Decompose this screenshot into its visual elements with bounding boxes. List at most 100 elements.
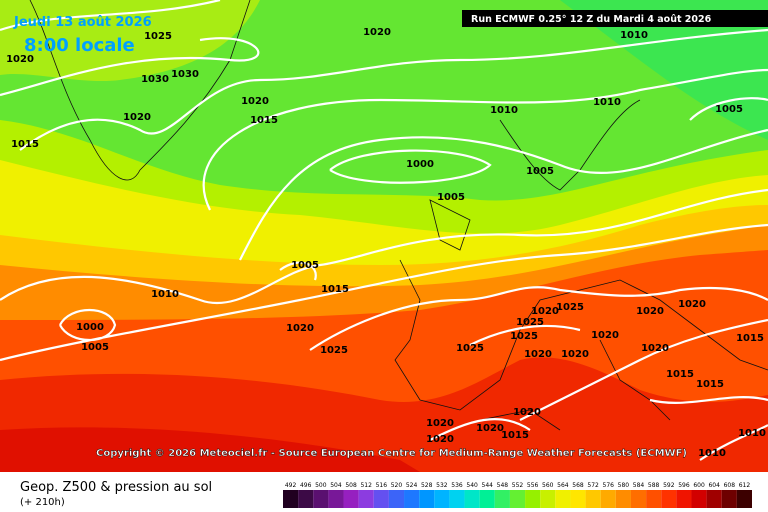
footer-lead: (+ 210h) xyxy=(20,497,65,508)
scale-cell xyxy=(706,490,722,508)
isobar-label: 1020 xyxy=(678,299,706,310)
isobar-label: 1020 xyxy=(561,349,589,360)
scale-label: 604 xyxy=(708,482,720,489)
scale-label: 580 xyxy=(618,482,630,489)
scale-cell xyxy=(373,490,389,508)
scale-cell xyxy=(509,490,526,508)
scale-cell xyxy=(358,490,374,508)
isobar-label: 1005 xyxy=(526,166,554,177)
scale-cell xyxy=(328,490,344,508)
scale-label: 564 xyxy=(557,482,569,489)
scale-label: 520 xyxy=(391,482,403,489)
isobar-label: 1015 xyxy=(666,369,694,380)
isobar-label: 1020 xyxy=(286,323,314,334)
isobar-label: 1025 xyxy=(320,345,348,356)
scale-label: 504 xyxy=(330,482,342,489)
forecast-time: 8:00 locale xyxy=(24,35,135,56)
isobar-label: 1010 xyxy=(151,289,179,300)
isobar-label: 1020 xyxy=(241,96,269,107)
scale-cell xyxy=(449,490,465,508)
field xyxy=(0,0,260,82)
scale-cell xyxy=(525,490,541,508)
scale-label: 608 xyxy=(724,482,736,489)
isobar-label: 1005 xyxy=(715,104,743,115)
isobar-label: 1000 xyxy=(406,159,434,170)
isobar-label: 1010 xyxy=(698,448,726,459)
isobar-label: 1025 xyxy=(516,317,544,328)
scale-label: 544 xyxy=(482,482,494,489)
isobar-label: 1005 xyxy=(81,342,109,353)
scale-cell xyxy=(570,490,586,508)
scale-label: 600 xyxy=(693,482,705,489)
isobar-label: 1010 xyxy=(490,105,518,116)
isobar-label: 1020 xyxy=(641,343,669,354)
run-box xyxy=(462,10,768,27)
scale-label: 528 xyxy=(421,482,433,489)
forecast-date: Jeudi 13 août 2026 xyxy=(13,15,152,30)
scale-cell xyxy=(555,490,571,508)
isobar-label: 1020 xyxy=(426,434,454,445)
copyright: Copyright © 2026 Meteociel.fr - Source E… xyxy=(96,448,687,459)
isobar-label: 1025 xyxy=(144,31,172,42)
scale-label: 492 xyxy=(285,482,297,489)
coastline xyxy=(29,0,768,431)
scale-label: 512 xyxy=(360,482,372,489)
scale-label: 532 xyxy=(436,482,448,489)
isobar-label: 1010 xyxy=(593,97,621,108)
scale-label: 568 xyxy=(572,482,584,489)
scale-cell xyxy=(585,490,601,508)
run-info: Run ECMWF 0.25° 12 Z du Mardi 4 août 202… xyxy=(471,14,712,25)
isobar-label: 1020 xyxy=(636,306,664,317)
isobar-label: 1015 xyxy=(696,379,724,390)
scale-cell xyxy=(600,490,616,508)
scale-label: 560 xyxy=(542,482,554,489)
scale-label: 496 xyxy=(300,482,312,489)
scale-label: 572 xyxy=(587,482,599,489)
scale-cell xyxy=(540,490,556,508)
scale-cell xyxy=(691,490,707,508)
isobar-label: 1025 xyxy=(510,331,538,342)
isobar-label: 1010 xyxy=(738,428,766,439)
isobar-label: 1015 xyxy=(501,430,529,441)
scale-cell xyxy=(404,490,420,508)
isobar-label: 1015 xyxy=(250,115,278,126)
isobar-label: 1030 xyxy=(171,69,199,80)
isobar-label: 1020 xyxy=(591,330,619,341)
scale-label: 524 xyxy=(406,482,418,489)
isobar-label: 1010 xyxy=(620,30,648,41)
scale-label: 584 xyxy=(633,482,645,489)
isobar-label: 1015 xyxy=(736,333,764,344)
footer-title: Geop. Z500 & pression au sol xyxy=(20,480,212,495)
isobar-label: 1005 xyxy=(437,192,465,203)
scale-label: 548 xyxy=(497,482,509,489)
scale-label: 516 xyxy=(376,482,388,489)
isobar-label: 1020 xyxy=(6,54,34,65)
isobar-label: 1015 xyxy=(321,284,349,295)
isobar-label: 1005 xyxy=(291,260,319,271)
isobar-label: 1020 xyxy=(524,349,552,360)
isobar-label: 1020 xyxy=(531,306,559,317)
scale-label: 588 xyxy=(648,482,660,489)
scale-cell xyxy=(464,490,480,508)
scale-label: 576 xyxy=(603,482,615,489)
isobar-label: 1020 xyxy=(476,423,504,434)
field xyxy=(0,427,420,472)
scale-label: 552 xyxy=(512,482,524,489)
scale-cell xyxy=(298,490,314,508)
isobar xyxy=(0,0,768,461)
scale-cell xyxy=(283,490,299,508)
scale-label: 612 xyxy=(739,482,751,489)
isobar-label: 1020 xyxy=(513,407,541,418)
scale-label: 500 xyxy=(315,482,327,489)
scale-cell xyxy=(661,490,677,508)
scale-cell xyxy=(494,490,510,508)
scale-label: 556 xyxy=(527,482,539,489)
isobar-label: 1015 xyxy=(11,139,39,150)
scale-cell xyxy=(736,490,752,508)
isobar-label: 1020 xyxy=(363,27,391,38)
scale-label: 540 xyxy=(466,482,478,489)
isobar-label: 1025 xyxy=(456,343,484,354)
scale-cell xyxy=(615,490,631,508)
scale-cell xyxy=(721,490,737,508)
